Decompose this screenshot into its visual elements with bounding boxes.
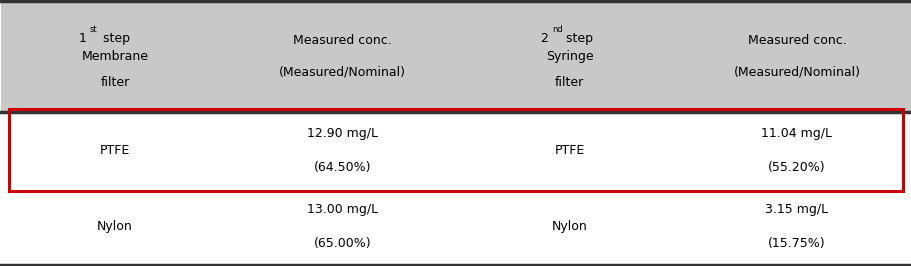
Text: Syringe: Syringe (546, 50, 593, 63)
Text: (Measured/Nominal): (Measured/Nominal) (279, 66, 405, 79)
Text: (15.75%): (15.75%) (767, 237, 824, 250)
Text: nd: nd (552, 24, 562, 34)
Text: PTFE: PTFE (554, 144, 584, 157)
Text: 12.90 mg/L: 12.90 mg/L (306, 127, 377, 139)
Text: 3.15 mg/L: 3.15 mg/L (764, 203, 827, 216)
Text: Measured conc.: Measured conc. (292, 34, 392, 47)
Text: (55.20%): (55.20%) (767, 161, 824, 174)
Text: 1: 1 (78, 32, 87, 45)
Text: 11.04 mg/L: 11.04 mg/L (761, 127, 832, 139)
Text: 13.00 mg/L: 13.00 mg/L (306, 203, 377, 216)
Text: step: step (98, 32, 129, 45)
Text: 2: 2 (540, 32, 548, 45)
Text: Measured conc.: Measured conc. (747, 34, 845, 47)
Text: (65.00%): (65.00%) (313, 237, 371, 250)
Text: st: st (89, 24, 97, 34)
Text: Membrane: Membrane (81, 50, 148, 63)
Text: Nylon: Nylon (97, 220, 133, 233)
Text: filter: filter (555, 77, 584, 89)
Text: Nylon: Nylon (551, 220, 587, 233)
Bar (8, 109, 903, 192)
Text: (Measured/Nominal): (Measured/Nominal) (732, 66, 859, 79)
Bar (2, 1, 909, 112)
Text: PTFE: PTFE (100, 144, 130, 157)
Text: (64.50%): (64.50%) (313, 161, 371, 174)
Text: step: step (562, 32, 593, 45)
Text: filter: filter (100, 77, 129, 89)
